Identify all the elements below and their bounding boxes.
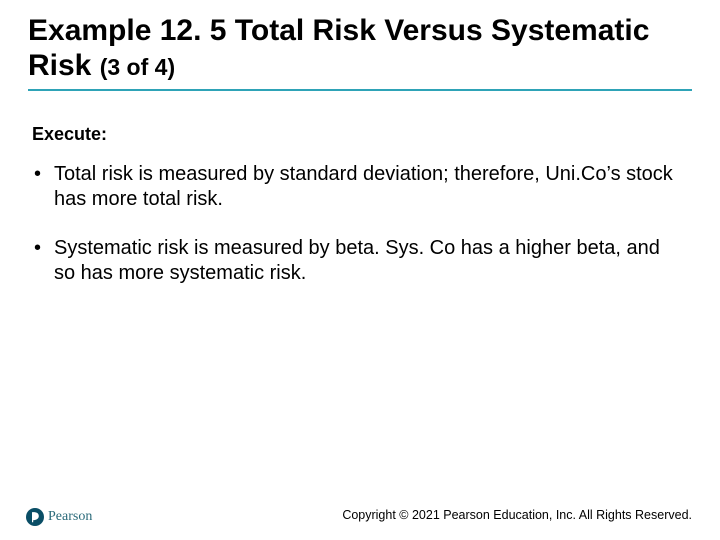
subhead: Execute: (32, 124, 107, 145)
brand-name: Pearson (48, 509, 92, 525)
title-pager: (3 of 4) (100, 54, 175, 80)
slide: Example 12. 5 Total Risk Versus Systemat… (0, 0, 720, 540)
bullet-list: Total risk is measured by standard devia… (32, 162, 680, 310)
pearson-mark-icon (26, 508, 44, 526)
copyright-footer: Copyright © 2021 Pearson Education, Inc.… (342, 508, 692, 522)
bullet-item: Systematic risk is measured by beta. Sys… (32, 236, 680, 286)
bullet-item: Total risk is measured by standard devia… (32, 162, 680, 212)
title-block: Example 12. 5 Total Risk Versus Systemat… (28, 14, 692, 91)
brand-logo: Pearson (26, 508, 92, 526)
slide-title: Example 12. 5 Total Risk Versus Systemat… (28, 14, 692, 91)
